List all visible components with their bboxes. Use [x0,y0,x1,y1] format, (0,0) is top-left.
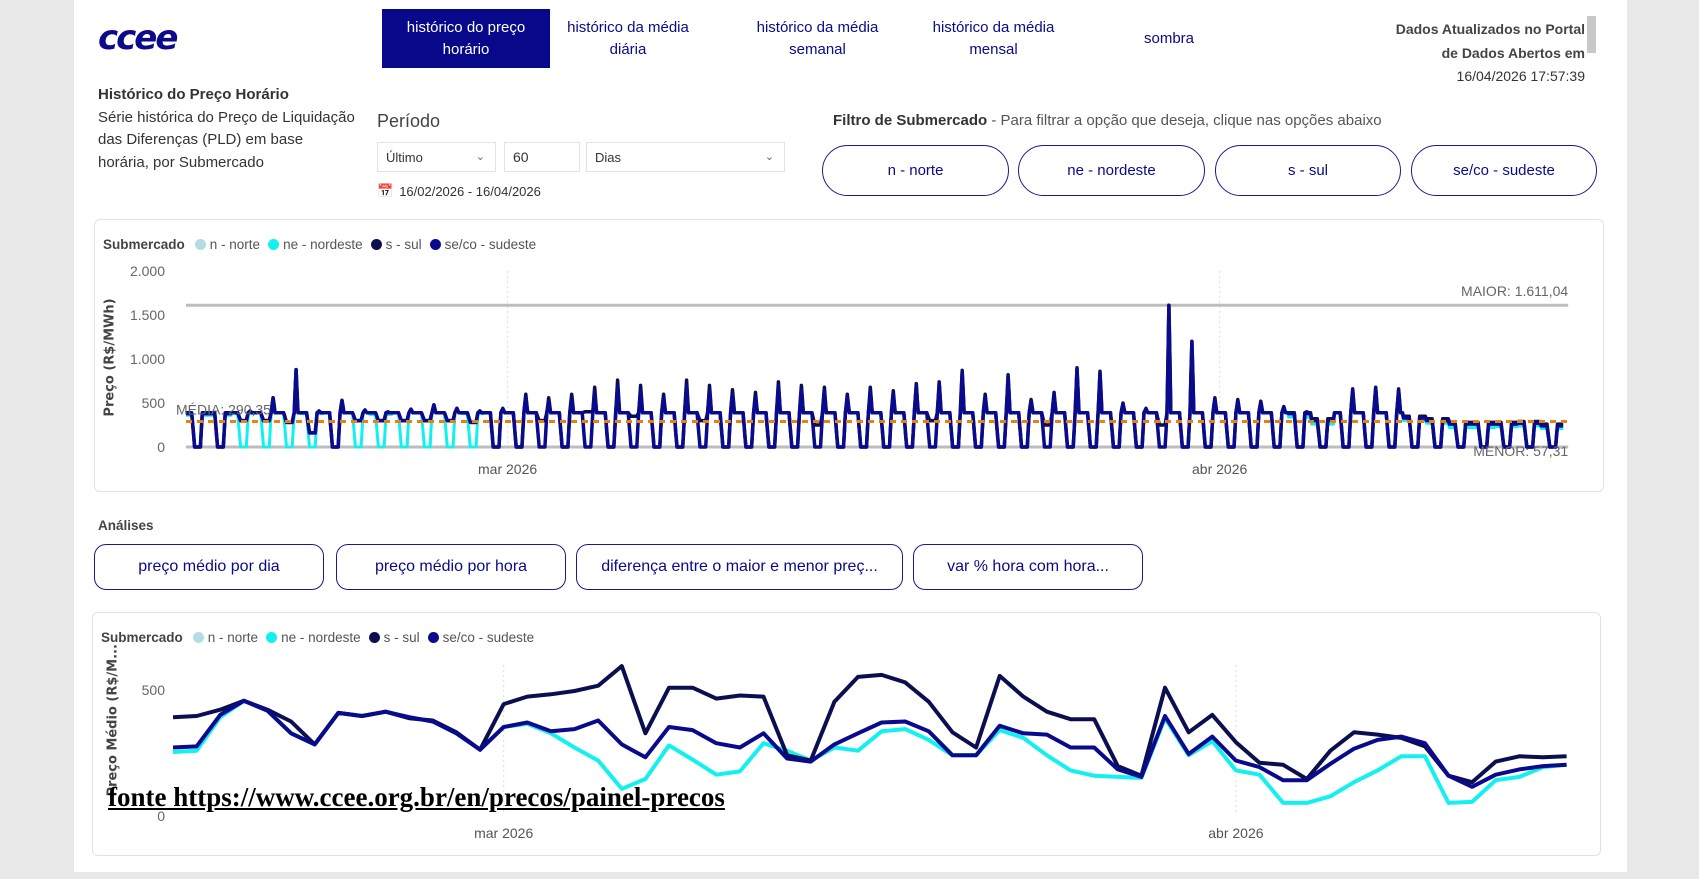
y-tick-label: 500 [142,682,166,698]
x-tick-label: abr 2026 [1192,461,1247,477]
ccee-logo: ccee [98,18,178,58]
source-note: fonte https://www.ccee.org.br/en/precos/… [108,782,725,812]
legend-dot-sul [370,239,382,250]
tab-historico-preco-horario[interactable]: histórico do preço horário [382,9,550,68]
calendar-icon: 📅 [377,183,394,198]
legend-dot-sudeste [429,239,441,250]
y-tick-label: 0 [157,808,165,824]
legend-item[interactable]: s - sul [383,630,420,645]
tab-sombra[interactable]: sombra [1143,29,1195,47]
series-line-ne-nordeste [185,306,1564,449]
page-subtitle: Série histórica do Preço de Liquidação d… [98,108,355,171]
chevron-down-icon: ⌄ [764,151,774,163]
date-range: 📅 16/02/2026 - 16/04/2026 [377,183,541,199]
legend-dot-nordeste [266,632,278,643]
filter-nordeste-button[interactable]: ne - nordeste [1018,145,1205,196]
period-amount-value: 60 [513,149,529,165]
x-tick-label: abr 2026 [1208,825,1263,841]
filter-label: Filtro de Submercado - Para filtrar a op… [833,112,1382,129]
legend-dot-norte [194,239,206,250]
min-label: MENOR: 57,31 [1473,443,1568,459]
period-label: Período [377,111,441,131]
period-unit-dropdown[interactable]: Dias ⌄ [586,142,785,172]
period-mode-value: Último [386,149,423,165]
analysis-avg-by-day-button[interactable]: preço médio por dia [94,544,324,590]
series-line-s-sul [185,303,1565,449]
legend-dot-sudeste [427,632,439,643]
legend-item[interactable]: ne - nordeste [283,237,363,252]
legend-item[interactable]: ne - nordeste [281,630,361,645]
legend-item[interactable]: n - norte [207,630,259,645]
period-mode-dropdown[interactable]: Último ⌄ [377,142,496,172]
x-tick-label: mar 2026 [474,825,533,841]
legend-title: Submercado [103,237,185,252]
updated-date: 16/04/2026 17:57:39 [1456,68,1585,84]
analises-title: Análises [98,518,154,533]
legend-title: Submercado [101,630,183,645]
page-description: Histórico do Preço Horário Série históri… [98,84,358,174]
series-line-s-sul [172,664,1567,785]
y-tick-label: 0 [157,439,165,455]
scrollbar-thumb[interactable] [1587,16,1596,53]
x-tick-label: mar 2026 [478,461,537,477]
legend-item[interactable]: n - norte [209,237,261,252]
filter-norte-button[interactable]: n - norte [822,145,1009,196]
filter-hint: - Para filtrar a opção que deseja, cliqu… [987,112,1382,129]
period-amount-input[interactable]: 60 [504,142,580,172]
series-line-se-co-sudeste [172,698,1567,789]
legend-item[interactable]: se/co - sudeste [444,237,537,252]
chart-legend-2: Submercado n - norte ne - nordeste s - s… [101,630,534,645]
page-title: Histórico do Preço Horário [98,86,289,103]
chart-legend: Submercado n - norte ne - nordeste s - s… [103,237,536,252]
y-tick-label: 500 [142,395,166,411]
max-label: MAIOR: 1.611,04 [1461,283,1568,299]
updated-label: Dados Atualizados no Portal de Dados Abe… [1395,21,1585,61]
y-tick-label: 2.000 [130,263,165,279]
y-tick-label: 1.500 [130,307,165,323]
period-unit-value: Dias [595,149,622,165]
tab-historico-media-diaria[interactable]: histórico da média diária [567,18,689,58]
tab-historico-media-semanal[interactable]: histórico da média semanal [756,18,879,58]
tab-historico-media-mensal[interactable]: histórico da média mensal [932,18,1055,58]
chevron-down-icon: ⌄ [475,151,485,163]
legend-item[interactable]: s - sul [385,237,422,252]
legend-dot-norte [192,632,204,643]
series-line-se-co-sudeste [185,303,1565,449]
legend-item[interactable]: se/co - sudeste [442,630,535,645]
filter-sudeste-button[interactable]: se/co - sudeste [1411,145,1597,196]
mean-label: MÉDIA: 290,35 [176,401,271,417]
filter-sul-button[interactable]: s - sul [1215,145,1401,196]
date-range-text: 16/02/2026 - 16/04/2026 [399,183,541,199]
legend-dot-nordeste [268,239,280,250]
analysis-var-hour-button[interactable]: var % hora com hora... [913,544,1143,590]
y-tick-label: 1.000 [130,351,165,367]
analysis-max-min-diff-button[interactable]: diferença entre o maior e menor preç... [576,544,903,590]
filter-title: Filtro de Submercado [833,112,988,129]
analysis-avg-by-hour-button[interactable]: preço médio por hora [336,544,566,590]
legend-dot-sul [368,632,380,643]
